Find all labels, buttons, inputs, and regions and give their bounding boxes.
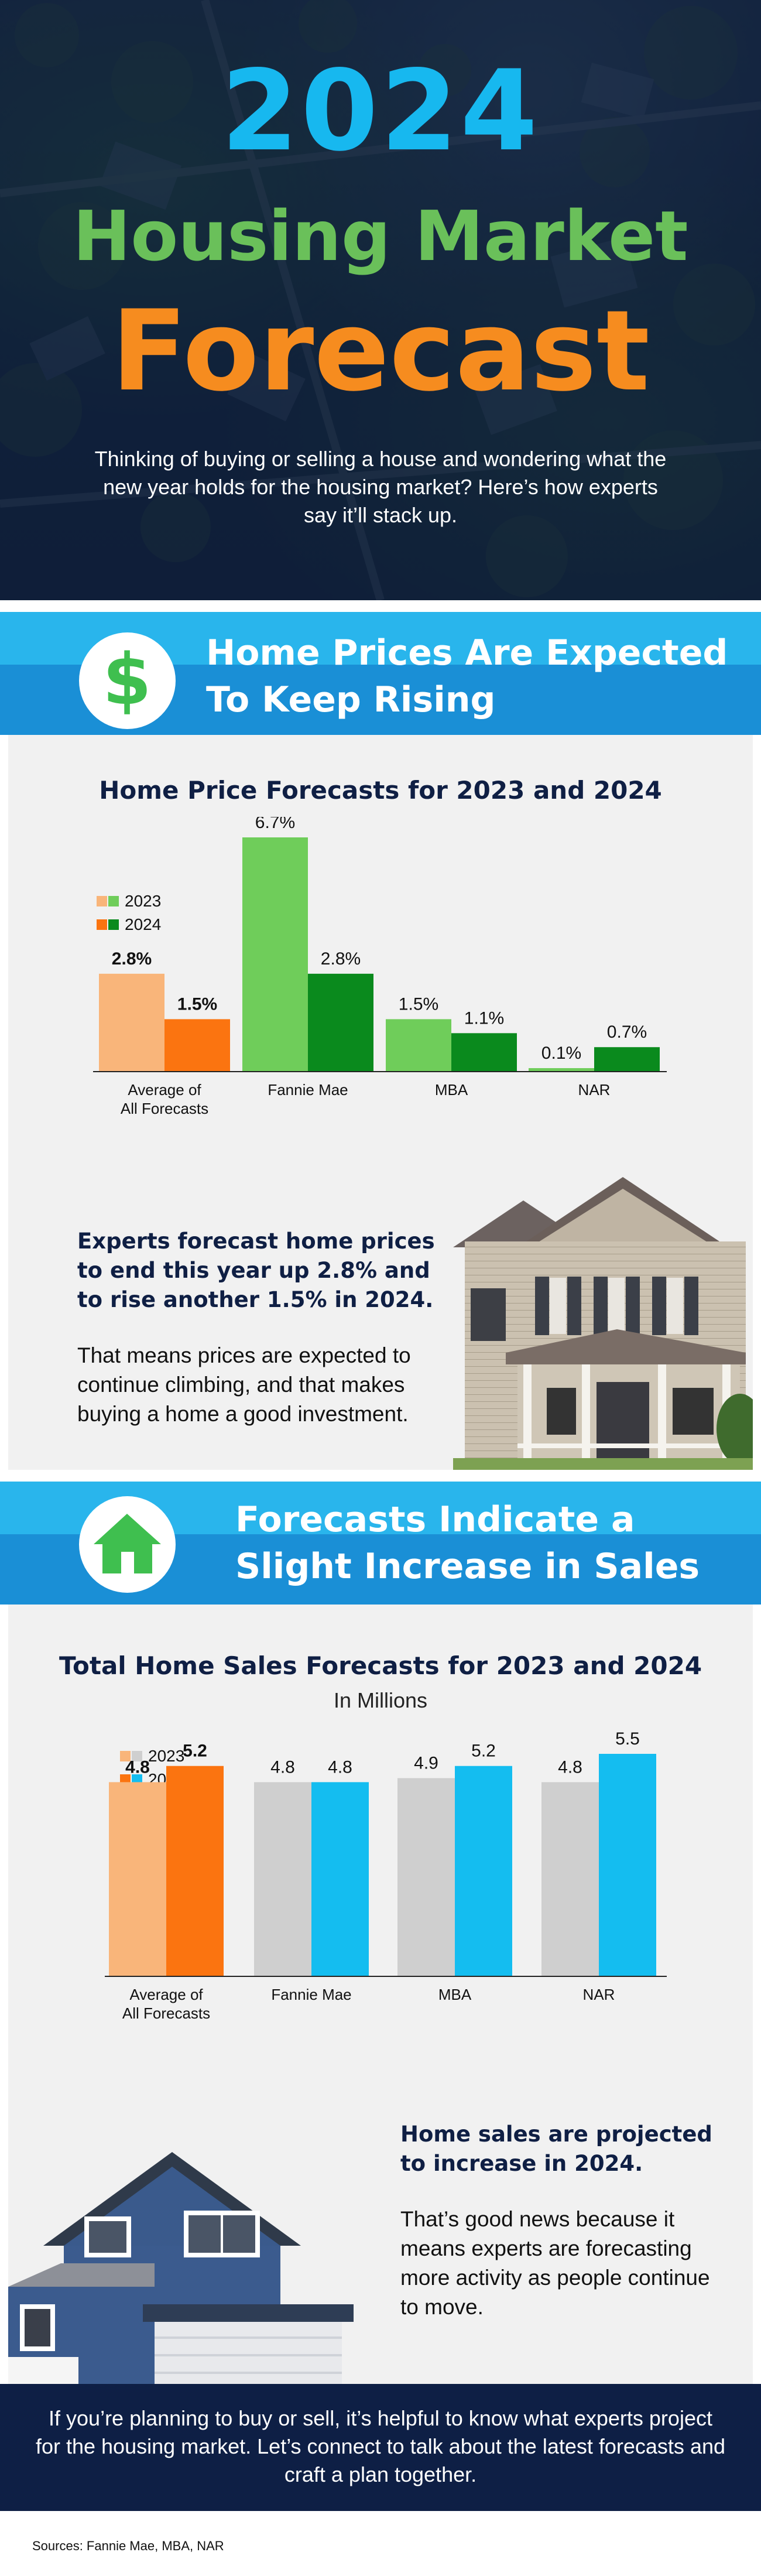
dollar-icon: $ xyxy=(79,632,176,729)
chart-subtitle: In Millions xyxy=(333,1688,428,1712)
bar-value-label: 5.2 xyxy=(183,1742,207,1761)
bar-value-label: 5.5 xyxy=(615,1729,640,1749)
legend-label: 2023 xyxy=(125,892,161,910)
hero-year: 2024 xyxy=(221,46,540,176)
bar xyxy=(109,1782,166,1976)
bar xyxy=(599,1754,656,1976)
section-sales-heading: Forecasts Indicate a Slight Increase in … xyxy=(235,1499,700,1587)
bar-value-label: 2.8% xyxy=(112,949,152,969)
house-icon xyxy=(79,1496,176,1593)
bar-value-label: 4.8 xyxy=(270,1757,295,1777)
hero-banner: 2024 Housing Market Forecast Thinking of… xyxy=(0,0,761,600)
bar xyxy=(529,1068,594,1072)
home-prices-body-text: That means prices are expected to contin… xyxy=(77,1343,411,1426)
legend-swatch xyxy=(108,896,119,906)
legend-swatch xyxy=(108,919,119,930)
bar-value-label: 4.8 xyxy=(328,1757,352,1777)
section-home-prices-heading: Home Prices Are Expected To Keep Rising xyxy=(206,632,728,720)
category-label: MBA xyxy=(438,1986,472,2003)
category-label: Fannie Mae xyxy=(271,1986,351,2003)
bar-value-label: 4.8 xyxy=(125,1757,150,1777)
category-label: Average of xyxy=(129,1986,203,2003)
category-label: All Forecasts xyxy=(121,1100,208,1117)
hero-intro-text: Thinking of buying or selling a house an… xyxy=(94,447,667,527)
home-prices-highlight-text: Experts forecast home prices to end this… xyxy=(77,1229,435,1312)
bar xyxy=(242,837,308,1072)
section-home-prices-banner: $ Home Prices Are Expected To Keep Risin… xyxy=(0,600,761,735)
legend-swatch xyxy=(97,896,107,906)
bar xyxy=(541,1782,599,1976)
house-image xyxy=(8,2152,354,2384)
bar-value-label: 0.1% xyxy=(541,1044,581,1063)
bar-value-label: 1.5% xyxy=(399,994,438,1014)
footer-banner: If you’re planning to buy or sell, it’s … xyxy=(0,2384,761,2511)
bar xyxy=(386,1019,451,1072)
legend-swatch xyxy=(120,1751,131,1761)
bar xyxy=(308,973,373,1072)
bar-value-label: 2.8% xyxy=(321,949,361,969)
bar-value-label: 5.2 xyxy=(471,1742,496,1761)
category-label: NAR xyxy=(583,1986,615,2003)
bar xyxy=(99,973,164,1072)
bar xyxy=(254,1782,311,1976)
legend-label: 2024 xyxy=(125,915,161,933)
bar xyxy=(455,1766,512,1976)
hero-title: Housing Market xyxy=(73,196,688,276)
bar-value-label: 1.5% xyxy=(177,994,217,1014)
sources-note: Sources: Fannie Mae, MBA, NAR xyxy=(32,2539,224,2553)
footer-text: If you’re planning to buy or sell, it’s … xyxy=(35,2406,726,2486)
section-sales-banner: Forecasts Indicate a Slight Increase in … xyxy=(0,1470,761,1605)
category-label: Average of xyxy=(128,1081,201,1099)
home-sales-panel: Total Home Sales Forecasts for 2023 and … xyxy=(8,1605,753,2384)
hero-subtitle: Forecast xyxy=(111,286,650,416)
bar xyxy=(451,1033,517,1072)
bar xyxy=(594,1047,660,1072)
legend-swatch xyxy=(97,919,107,930)
house-image xyxy=(453,1177,753,1470)
bar xyxy=(164,1019,230,1072)
category-label: MBA xyxy=(435,1081,468,1099)
chart-title: Total Home Sales Forecasts for 2023 and … xyxy=(59,1651,702,1680)
bar-value-label: 4.8 xyxy=(558,1757,582,1777)
home-sales-body-text: That’s good news because it means expert… xyxy=(400,2207,710,2319)
chart-title: Home Price Forecasts for 2023 and 2024 xyxy=(99,776,662,805)
bar xyxy=(397,1778,455,1976)
svg-text:$: $ xyxy=(102,639,152,721)
bar-value-label: 4.9 xyxy=(414,1753,438,1773)
bar-value-label: 6.7% xyxy=(255,817,295,832)
bar xyxy=(311,1782,369,1976)
legend-label: 2023 xyxy=(148,1747,184,1765)
bar-value-label: 1.1% xyxy=(464,1008,504,1028)
home-prices-panel: Home Price Forecasts for 2023 and 2024 2… xyxy=(8,735,753,1470)
category-label: NAR xyxy=(578,1081,611,1099)
home-sales-highlight-text: Home sales are projected to increase in … xyxy=(400,2122,712,2176)
category-label: Fannie Mae xyxy=(268,1081,348,1099)
category-label: All Forecasts xyxy=(122,2004,210,2022)
bar xyxy=(166,1766,224,1976)
bar-value-label: 0.7% xyxy=(607,1022,647,1042)
legend-swatch xyxy=(132,1751,142,1761)
